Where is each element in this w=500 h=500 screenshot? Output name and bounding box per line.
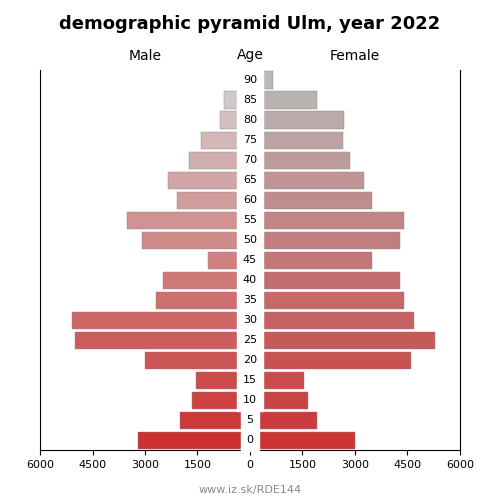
Bar [201,132,250,148]
Bar [250,312,414,328]
Bar [250,272,400,288]
Text: demographic pyramid Ulm, year 2022: demographic pyramid Ulm, year 2022 [60,15,440,33]
Text: 20: 20 [243,355,257,365]
Bar [138,432,250,448]
Bar [162,272,250,288]
Bar [250,212,404,228]
Bar [188,152,250,168]
Text: 10: 10 [243,395,257,405]
Text: 70: 70 [243,155,257,165]
Bar [250,232,400,248]
Bar [72,312,250,328]
Bar [128,212,250,228]
Text: 60: 60 [243,195,257,205]
Bar [250,172,364,188]
Text: 15: 15 [243,375,257,385]
Text: Female: Female [330,48,380,62]
Text: 40: 40 [243,275,257,285]
Bar [75,332,250,348]
Bar [192,392,250,408]
Bar [250,372,304,388]
Text: 5: 5 [246,415,254,425]
Bar [196,372,250,388]
Bar [250,252,372,268]
Bar [250,292,404,308]
Bar [250,412,316,428]
Bar [208,252,250,268]
Bar [250,92,316,108]
Text: 55: 55 [243,215,257,225]
Text: 90: 90 [243,75,257,85]
Text: Male: Male [128,48,162,62]
Text: www.iz.sk/RDE144: www.iz.sk/RDE144 [198,485,302,495]
Text: 45: 45 [243,255,257,265]
Bar [250,72,272,88]
Bar [224,92,250,108]
Bar [250,192,372,208]
Bar [250,152,350,168]
Bar [180,412,250,428]
Bar [250,392,308,408]
Text: Age: Age [236,48,264,62]
Text: 80: 80 [243,115,257,125]
Bar [250,332,436,348]
Bar [156,292,250,308]
Bar [250,432,355,448]
Text: 65: 65 [243,175,257,185]
Text: 75: 75 [243,135,257,145]
Bar [220,112,250,128]
Text: 35: 35 [243,295,257,305]
Text: 0: 0 [246,435,254,445]
Bar [250,132,342,148]
Text: 30: 30 [243,315,257,325]
Text: 50: 50 [243,235,257,245]
Text: 85: 85 [243,95,257,105]
Bar [240,72,250,88]
Bar [142,232,250,248]
Bar [145,352,250,368]
Bar [176,192,250,208]
Bar [250,352,411,368]
Bar [168,172,250,188]
Bar [250,112,344,128]
Text: 25: 25 [243,335,257,345]
